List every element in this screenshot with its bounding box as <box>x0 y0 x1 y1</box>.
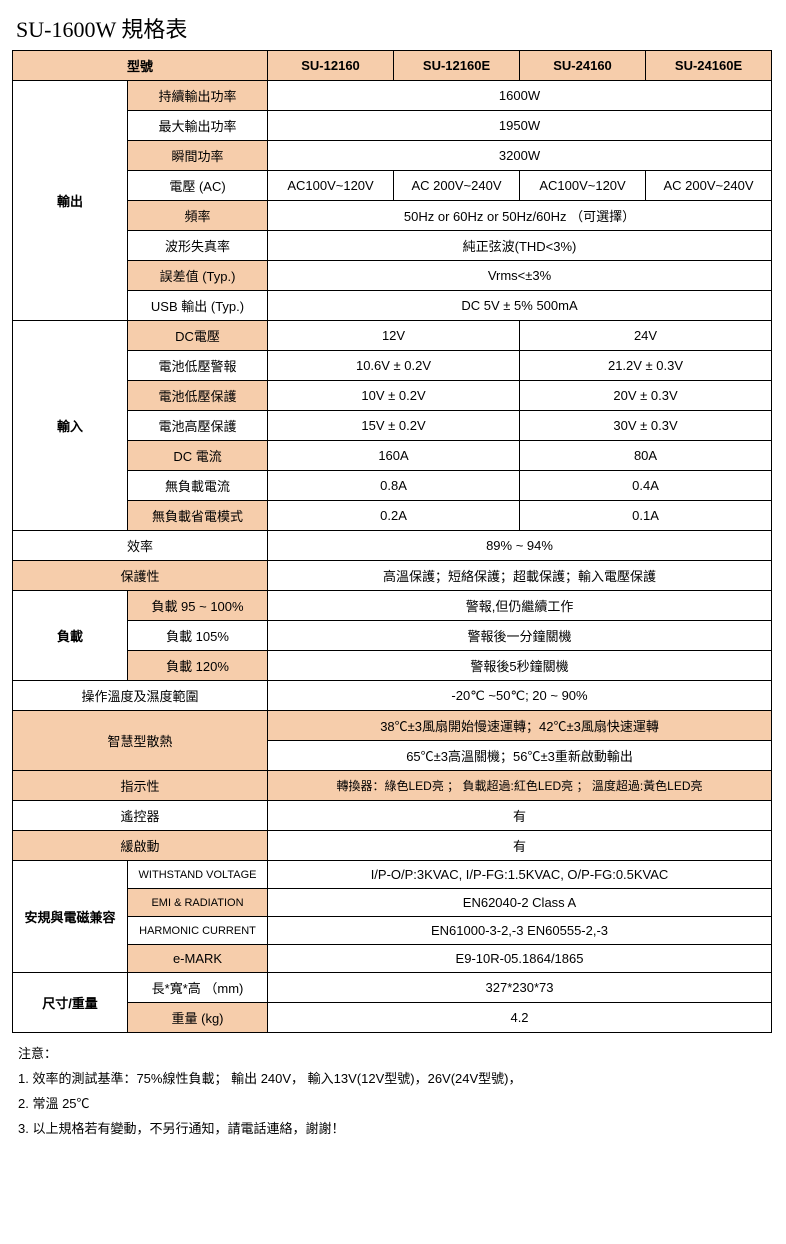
lab-usb: USB 輸出 (Typ.) <box>128 291 268 321</box>
val-highprot-12: 15V ± 0.2V <box>268 411 520 441</box>
note-3: 3. 以上規格若有變動，不另行通知，請電話連絡，謝謝！ <box>18 1118 774 1137</box>
val-dcv-12: 12V <box>268 321 520 351</box>
val-nlcur-24: 0.4A <box>520 471 772 501</box>
val-max: 1950W <box>268 111 772 141</box>
val-surge: 3200W <box>268 141 772 171</box>
val-lowalarm-12: 10.6V ± 0.2V <box>268 351 520 381</box>
val-volt-0: AC100V~120V <box>268 171 394 201</box>
lab-op-env: 操作溫度及濕度範圍 <box>13 681 268 711</box>
val-freq: 50Hz or 60Hz or 50Hz/60Hz （可選擇） <box>268 201 772 231</box>
val-dcv-24: 24V <box>520 321 772 351</box>
lab-harmonic: HARMONIC CURRENT <box>128 917 268 945</box>
hdr-model-0: SU-12160 <box>268 51 394 81</box>
val-lowprot-24: 20V ± 0.3V <box>520 381 772 411</box>
val-indicator: 轉換器：綠色LED亮 ； 負載超過:紅色LED亮 ； 溫度超過:黃色LED亮 <box>268 771 772 801</box>
lab-indicator: 指示性 <box>13 771 268 801</box>
cat-output: 輸出 <box>13 81 128 321</box>
lab-dc-current: DC 電流 <box>128 441 268 471</box>
lab-low-protect: 電池低壓保護 <box>128 381 268 411</box>
notes-title: 注意： <box>18 1043 774 1062</box>
val-dccur-24: 80A <box>520 441 772 471</box>
lab-freq: 頻率 <box>128 201 268 231</box>
val-protection: 高溫保護；短絡保護；超載保護；輸入電壓保護 <box>268 561 772 591</box>
note-2: 2. 常溫 25℃ <box>18 1093 774 1112</box>
lab-high-protect: 電池高壓保護 <box>128 411 268 441</box>
lab-max: 最大輸出功率 <box>128 111 268 141</box>
cat-dim: 尺寸/重量 <box>13 973 128 1033</box>
val-emark: E9-10R-05.1864/1865 <box>268 945 772 973</box>
val-efficiency: 89% ~ 94% <box>268 531 772 561</box>
cat-overload: 負載 <box>13 591 128 681</box>
val-continuous: 1600W <box>268 81 772 111</box>
val-nlsave-12: 0.2A <box>268 501 520 531</box>
hdr-model-3: SU-24160E <box>646 51 772 81</box>
hdr-model-1: SU-12160E <box>394 51 520 81</box>
cat-input: 輸入 <box>13 321 128 531</box>
lab-cooling: 智慧型散熱 <box>13 711 268 771</box>
lab-continuous: 持續輸出功率 <box>128 81 268 111</box>
hdr-model-label: 型號 <box>13 51 268 81</box>
lab-tolerance: 誤差值 (Typ.) <box>128 261 268 291</box>
lab-withstand: WITHSTAND VOLTAGE <box>128 861 268 889</box>
val-dccur-12: 160A <box>268 441 520 471</box>
val-highprot-24: 30V ± 0.3V <box>520 411 772 441</box>
spec-table: 型號 SU-12160 SU-12160E SU-24160 SU-24160E… <box>12 50 772 1033</box>
val-cooling-1: 38℃±3風扇開始慢速運轉；42℃±3風扇快速運轉 <box>268 711 772 741</box>
lab-low-alarm: 電池低壓警報 <box>128 351 268 381</box>
lab-voltage-ac: 電壓 (AC) <box>128 171 268 201</box>
lab-noload-current: 無負載電流 <box>128 471 268 501</box>
val-emi: EN62040-2 Class A <box>268 889 772 917</box>
lab-weight: 重量 (kg) <box>128 1003 268 1033</box>
lab-emark: e-MARK <box>128 945 268 973</box>
lab-dc-voltage: DC電壓 <box>128 321 268 351</box>
val-load95: 警報,但仍繼續工作 <box>268 591 772 621</box>
val-softstart: 有 <box>268 831 772 861</box>
notes-section: 注意： 1. 效率的測試基準：75%線性負載； 輸出 240V， 輸入13V(1… <box>12 1043 774 1137</box>
lab-load105: 負載 105% <box>128 621 268 651</box>
hdr-model-2: SU-24160 <box>520 51 646 81</box>
cat-emc: 安規與電磁兼容 <box>13 861 128 973</box>
val-load105: 警報後一分鐘關機 <box>268 621 772 651</box>
lab-surge: 瞬間功率 <box>128 141 268 171</box>
val-volt-3: AC 200V~240V <box>646 171 772 201</box>
val-lowprot-12: 10V ± 0.2V <box>268 381 520 411</box>
val-remote: 有 <box>268 801 772 831</box>
val-volt-1: AC 200V~240V <box>394 171 520 201</box>
lab-size: 長*寬*高 （mm) <box>128 973 268 1003</box>
val-waveform: 純正弦波(THD<3%) <box>268 231 772 261</box>
val-tolerance: Vrms<±3% <box>268 261 772 291</box>
page-title: SU-1600W 規格表 <box>12 12 774 44</box>
lab-remote: 遙控器 <box>13 801 268 831</box>
val-harmonic: EN61000-3-2,-3 EN60555-2,-3 <box>268 917 772 945</box>
val-nlsave-24: 0.1A <box>520 501 772 531</box>
lab-efficiency: 效率 <box>13 531 268 561</box>
lab-waveform: 波形失真率 <box>128 231 268 261</box>
val-cooling-2: 65℃±3高溫關機；56℃±3重新啟動輸出 <box>268 741 772 771</box>
val-lowalarm-24: 21.2V ± 0.3V <box>520 351 772 381</box>
val-size: 327*230*73 <box>268 973 772 1003</box>
lab-load95: 負載 95 ~ 100% <box>128 591 268 621</box>
val-op-env: -20℃ ~50℃; 20 ~ 90% <box>268 681 772 711</box>
val-weight: 4.2 <box>268 1003 772 1033</box>
note-1: 1. 效率的測試基準：75%線性負載； 輸出 240V， 輸入13V(12V型號… <box>18 1068 774 1087</box>
lab-softstart: 緩啟動 <box>13 831 268 861</box>
val-withstand: I/P-O/P:3KVAC, I/P-FG:1.5KVAC, O/P-FG:0.… <box>268 861 772 889</box>
lab-emi: EMI & RADIATION <box>128 889 268 917</box>
lab-protection: 保護性 <box>13 561 268 591</box>
lab-load120: 負載 120% <box>128 651 268 681</box>
val-nlcur-12: 0.8A <box>268 471 520 501</box>
val-usb: DC 5V ± 5% 500mA <box>268 291 772 321</box>
lab-noload-saving: 無負載省電模式 <box>128 501 268 531</box>
val-volt-2: AC100V~120V <box>520 171 646 201</box>
val-load120: 警報後5秒鐘關機 <box>268 651 772 681</box>
